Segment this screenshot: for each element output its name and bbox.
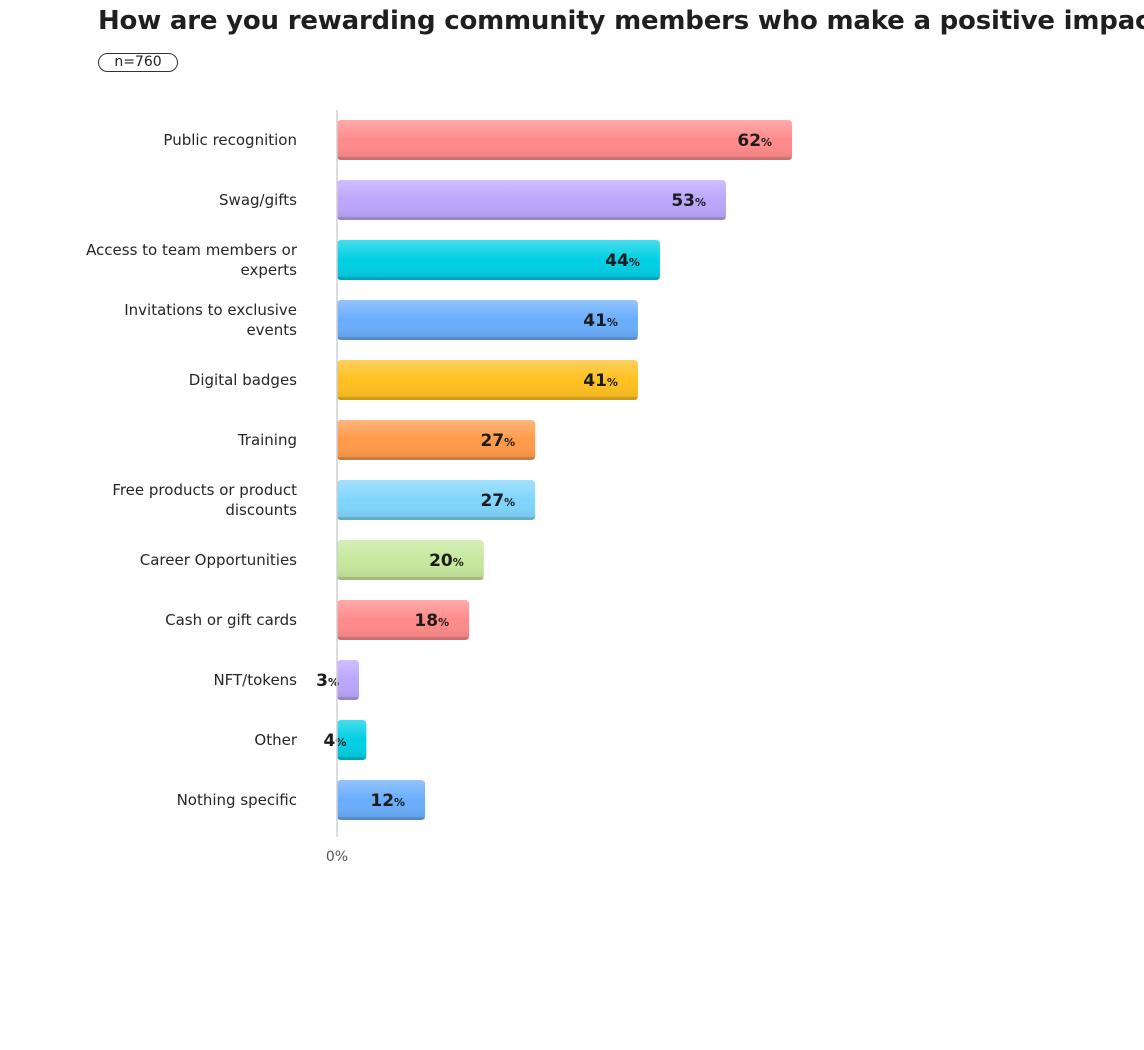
bar-gloss [337,480,536,520]
category-label: Career Opportunities [140,551,297,569]
category-label: Public recognition [163,131,297,149]
data-label: 20% [429,551,464,571]
bar-gloss [337,600,470,640]
category-label: Digital badges [189,371,297,389]
category-label: Cash or gift cards [165,611,297,629]
category-label: Swag/gifts [219,191,297,209]
bar-gloss [337,780,426,820]
bar-gloss [337,300,638,340]
data-label: 12% [370,791,405,811]
data-label: 18% [414,611,449,631]
data-label: 3% [316,671,339,691]
category-label: Invitations to exclusive events [124,301,297,339]
bar-gloss [337,360,638,400]
bar-gloss [337,120,793,160]
category-label: Free products or product discounts [112,481,297,519]
bar-gloss [337,240,660,280]
data-label: 41% [583,311,618,331]
data-label: 53% [671,191,706,211]
category-label: Training [237,431,297,449]
bar-gloss [337,540,484,580]
data-label: 27% [480,431,515,451]
bar-gloss [337,660,360,700]
bar-gloss [337,180,727,220]
bar-gloss [337,420,536,460]
x-tick-label: 0% [326,849,348,865]
bar-gloss [337,720,367,760]
data-label: 4% [323,731,346,751]
category-label: Other [254,731,297,749]
category-label: Nothing specific [177,791,297,809]
data-label: 62% [737,131,772,151]
data-label: 27% [480,491,515,511]
data-label: 44% [605,251,640,271]
sample-size-badge: n=760 [98,53,178,72]
chart-title: How are you rewarding community members … [98,6,1144,36]
category-label: Access to team members or experts [86,241,298,279]
category-label: NFT/tokens [213,671,297,689]
data-label: 41% [583,371,618,391]
